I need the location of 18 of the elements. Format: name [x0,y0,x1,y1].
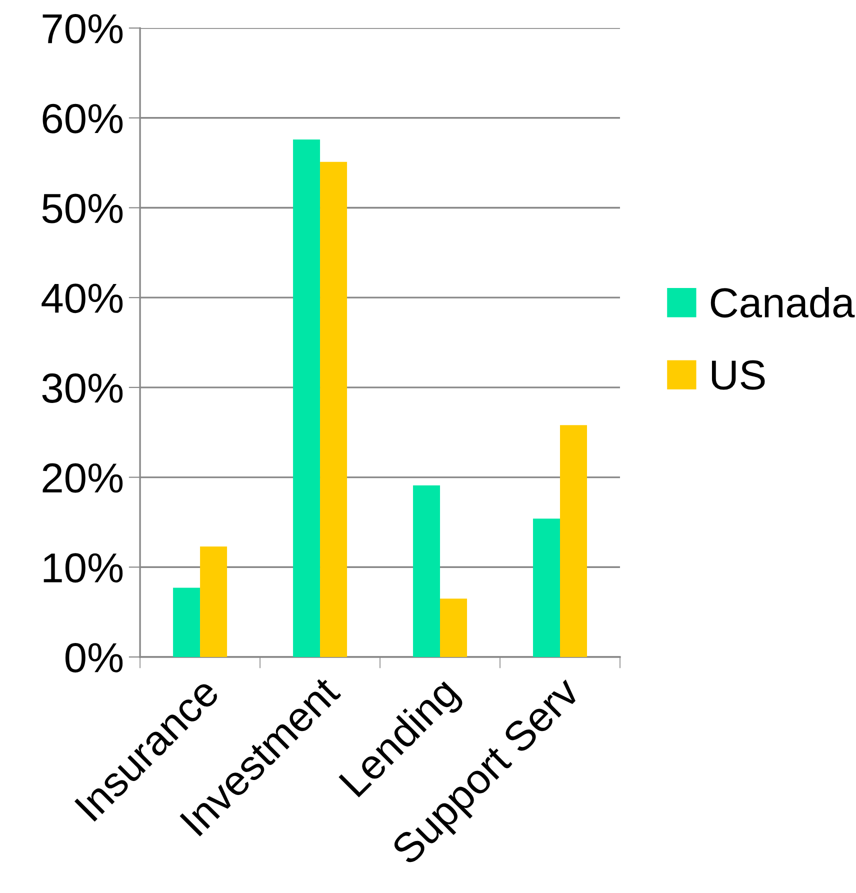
y-tick-label: 50% [42,194,123,224]
y-tick-label: 30% [42,373,123,403]
y-tick-label: 60% [42,104,123,134]
bar [440,598,468,657]
y-tick-label: 70% [42,14,123,44]
bar [533,518,560,657]
legend-label: US [712,360,765,390]
bar [293,139,320,657]
y-tick-label: 0% [65,642,123,672]
bar [413,485,440,657]
y-tick-label: 10% [44,553,123,583]
y-tick-label: 40% [42,284,123,314]
legend-label: Canada [710,287,855,318]
bar [320,162,348,657]
bar [560,425,588,657]
bar [173,588,200,657]
y-tick-label: 20% [42,463,123,493]
bar [200,546,228,657]
